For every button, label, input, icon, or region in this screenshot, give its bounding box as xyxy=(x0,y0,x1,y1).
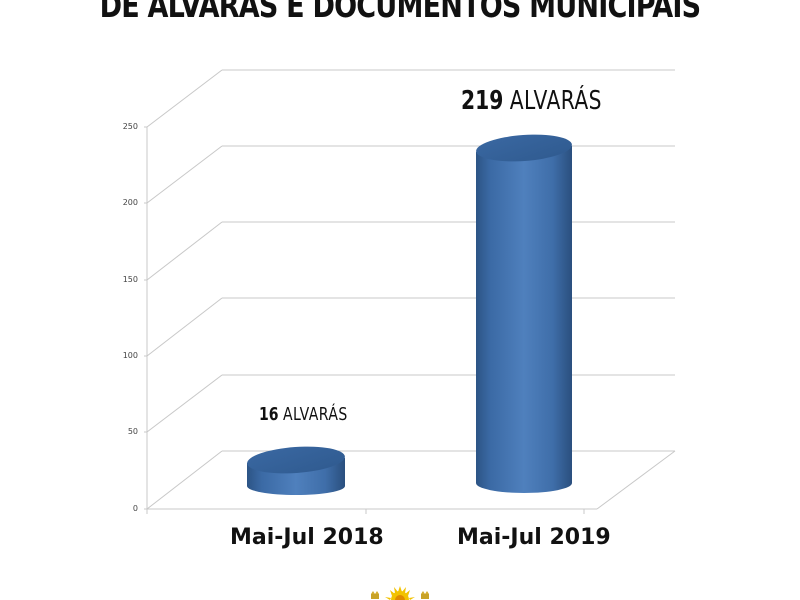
y-tick-200: 200 xyxy=(122,198,138,207)
bar-mai-jul-2019 xyxy=(476,134,572,493)
x-category-2018: Mai-Jul 2018 xyxy=(230,525,384,550)
y-tick-50: 50 xyxy=(127,427,138,436)
data-label-value: 219 xyxy=(461,86,504,116)
gridlines xyxy=(144,69,676,514)
data-label-2018: 16 ALVARÁS xyxy=(259,404,348,425)
data-label-2019: 219 ALVARÁS xyxy=(461,86,602,116)
y-tick-250: 250 xyxy=(122,122,138,131)
y-tick-100: 100 xyxy=(122,351,138,360)
sun-crown-emblem-icon xyxy=(371,586,429,600)
data-label-unit: ALVARÁS xyxy=(509,86,602,116)
y-tick-150: 150 xyxy=(122,275,138,284)
bar-mai-jul-2018 xyxy=(247,446,345,495)
x-category-2019: Mai-Jul 2019 xyxy=(457,525,611,550)
data-label-value: 16 xyxy=(259,404,279,425)
chart-title: DE ALVARÁS E DOCUMENTOS MUNICIPAIS xyxy=(99,0,702,25)
data-label-unit: ALVARÁS xyxy=(283,404,348,425)
y-tick-0: 0 xyxy=(132,504,138,513)
